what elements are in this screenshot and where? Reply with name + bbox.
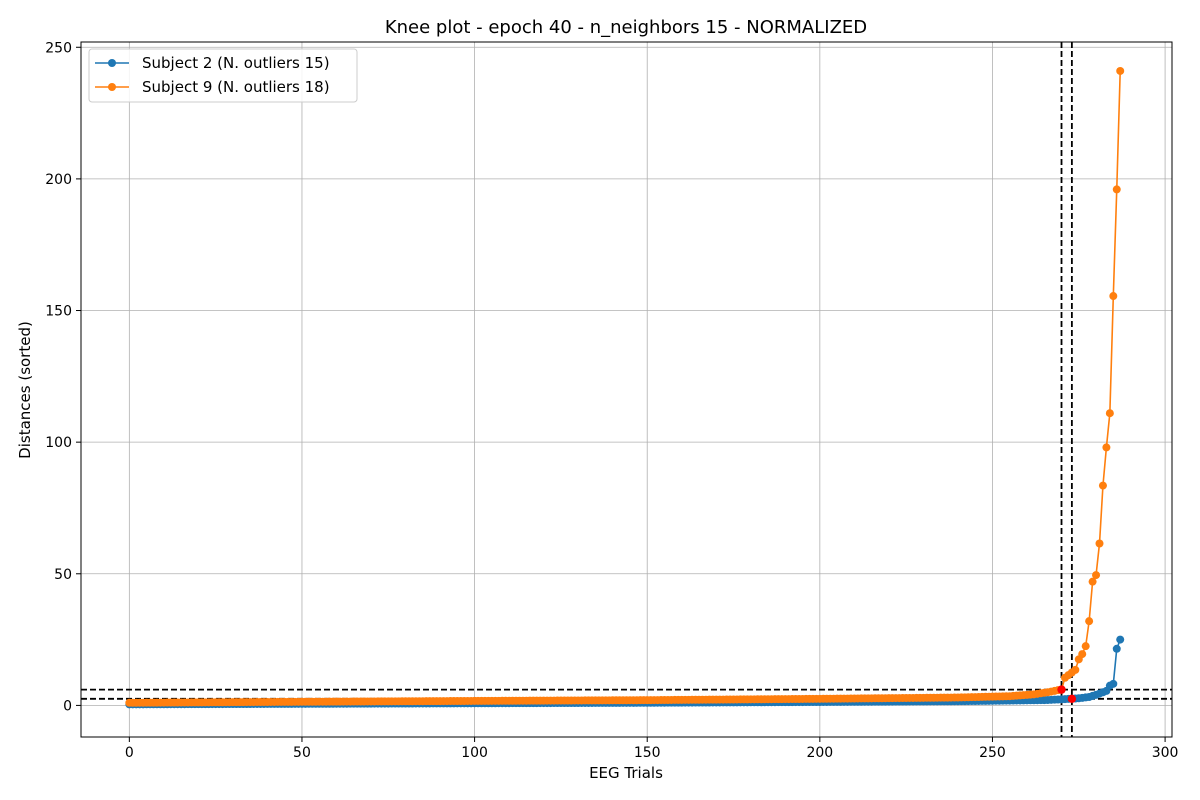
series-marker	[1098, 481, 1107, 490]
legend-label: Subject 9 (N. outliers 18)	[142, 78, 330, 96]
series-marker	[1078, 650, 1087, 659]
series-marker	[1116, 635, 1125, 644]
x-tick-label: 250	[979, 745, 1006, 761]
legend-marker	[108, 83, 116, 91]
knee-point-marker	[1067, 694, 1077, 704]
legend-marker	[108, 59, 116, 67]
y-tick-label: 50	[54, 567, 72, 583]
series-marker	[1116, 66, 1125, 75]
series-marker	[1085, 617, 1094, 626]
data-series	[125, 66, 1125, 709]
x-tick-label: 50	[293, 745, 311, 761]
chart-title: Knee plot - epoch 40 - n_neighbors 15 - …	[385, 17, 867, 38]
knee-point-marker	[1057, 685, 1066, 694]
legend-box	[88, 48, 358, 103]
series-marker	[1102, 443, 1111, 452]
legend: Subject 2 (N. outliers 15) Subject 9 (N. …	[88, 48, 358, 103]
series-marker	[1112, 185, 1121, 194]
legend-label: Subject 2 (N. outliers 15)	[142, 54, 330, 72]
series-marker	[1112, 644, 1121, 653]
series-marker	[1109, 292, 1118, 301]
y-axis-title: Distances (sorted)	[16, 321, 34, 459]
x-tick-label: 0	[125, 745, 134, 761]
series-marker	[1081, 642, 1090, 651]
x-tick-label: 300	[1152, 745, 1179, 761]
grid-lines	[81, 42, 1172, 737]
axis-ticks: 0 50 100 150 200 250 300 0 50 100 150 200 250	[45, 40, 1178, 761]
series-2	[125, 66, 1125, 707]
series-marker	[1092, 571, 1101, 580]
y-tick-label: 100	[45, 435, 72, 451]
y-tick-label: 250	[45, 40, 72, 56]
x-tick-label: 200	[806, 745, 833, 761]
plot-area-frame	[80, 41, 1173, 738]
series-marker	[1105, 409, 1114, 418]
series-marker	[1071, 665, 1080, 674]
knee-points	[1057, 685, 1077, 704]
series-marker	[1088, 577, 1097, 586]
y-tick-label: 0	[63, 698, 72, 714]
series-marker	[1109, 679, 1118, 688]
y-tick-label: 200	[45, 172, 72, 188]
x-tick-label: 150	[634, 745, 661, 761]
series-marker	[1095, 539, 1104, 548]
y-tick-label: 150	[45, 304, 72, 320]
x-axis-title: EEG Trials	[589, 764, 663, 782]
x-tick-label: 100	[461, 745, 488, 761]
